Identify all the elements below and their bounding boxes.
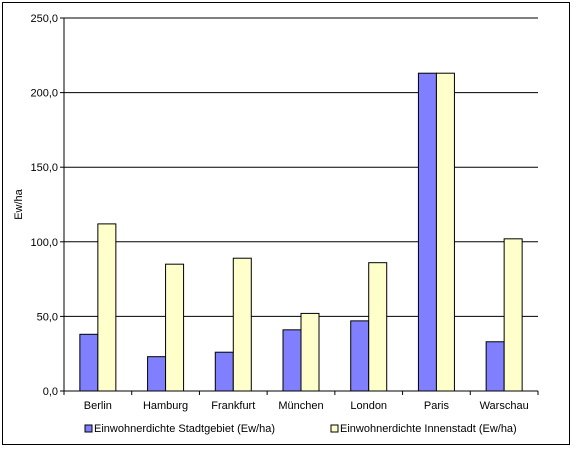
bar-stadtgebiet — [79, 333, 99, 392]
bar-innenstadt — [165, 263, 185, 392]
y-tick-label: 50,0 — [37, 311, 58, 323]
bar-stadtgebiet — [417, 72, 437, 392]
bar-innenstadt — [232, 257, 252, 392]
bar-innenstadt — [300, 312, 320, 392]
y-tick-label: 150,0 — [30, 162, 58, 174]
x-tick-label: London — [350, 400, 387, 412]
y-axis-label: Ew/ha — [13, 188, 25, 219]
x-tick-label: München — [278, 400, 323, 412]
bar-stadtgebiet — [282, 329, 302, 392]
y-tick-label: 200,0 — [30, 88, 58, 100]
y-tick-label: 250,0 — [30, 13, 58, 25]
legend-swatch-innenstadt — [330, 424, 339, 433]
x-tick-label: Berlin — [84, 400, 112, 412]
bar-innenstadt — [435, 72, 455, 392]
x-tick-label: Warschau — [480, 400, 529, 412]
x-tick-label: Paris — [424, 400, 450, 412]
bar-stadtgebiet — [214, 351, 234, 392]
bar-stadtgebiet — [350, 320, 370, 392]
bar-innenstadt — [368, 262, 388, 392]
bar-stadtgebiet — [147, 356, 167, 392]
x-tick-label: Frankfurt — [211, 400, 255, 412]
x-tick-label: Hamburg — [143, 400, 188, 412]
y-tick-label: 0,0 — [43, 386, 58, 398]
legend: Einwohnerdichte Stadtgebiet (Ew/ha) Einw… — [84, 423, 517, 435]
bar-innenstadt — [503, 238, 523, 392]
legend-swatch-stadtgebiet — [84, 424, 93, 433]
legend-label-stadtgebiet: Einwohnerdichte Stadtgebiet (Ew/ha) — [94, 423, 275, 435]
bar-innenstadt — [97, 223, 117, 392]
y-tick-label: 100,0 — [30, 237, 58, 249]
legend-label-innenstadt: Einwohnerdichte Innenstadt (Ew/ha) — [340, 423, 517, 435]
bar-stadtgebiet — [485, 341, 505, 392]
